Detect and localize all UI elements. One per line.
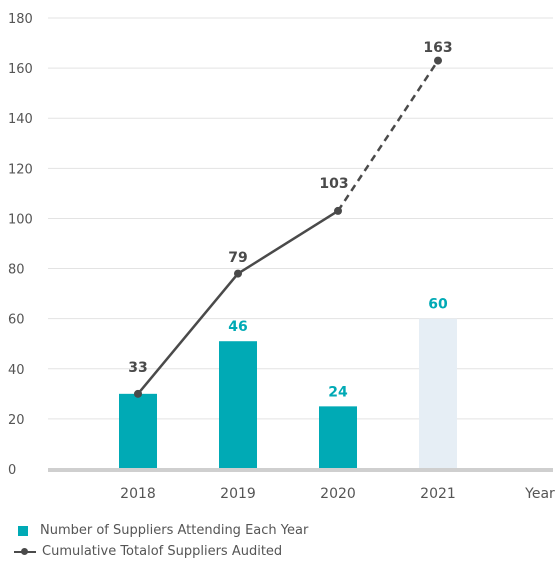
x-tick-label: 2019 [220, 486, 256, 502]
line-data-label: 79 [228, 250, 247, 266]
y-tick-label: 100 [8, 212, 33, 227]
x-tick-label: 2018 [120, 486, 156, 502]
y-tick-label: 20 [8, 413, 25, 428]
bar [319, 406, 357, 469]
y-tick-label: 80 [8, 263, 25, 278]
x-tick-label: 2021 [420, 486, 456, 502]
line-point [334, 206, 342, 215]
line-segment [336, 59, 440, 212]
legend-line-label: Cumulative Totalof Suppliers Audited [42, 544, 283, 559]
bar [419, 318, 457, 469]
y-tick-label: 0 [8, 463, 16, 478]
y-tick-label: 160 [8, 62, 33, 77]
bar [219, 341, 257, 469]
y-tick-label: 40 [8, 363, 25, 378]
bar [119, 393, 157, 469]
legend-line-swatch [14, 547, 36, 557]
line-data-label: 103 [319, 176, 348, 192]
legend-bar-swatch [18, 525, 28, 536]
y-tick-label: 140 [8, 112, 33, 127]
x-tick-label: 2020 [320, 486, 356, 502]
line-point [234, 269, 242, 278]
line-segment [137, 272, 239, 395]
line-data-label: 163 [423, 40, 452, 56]
bar-data-label: 33 [128, 360, 147, 376]
legend-item-bars: Number of Suppliers Attending Each Year [18, 523, 308, 538]
line-point [134, 389, 142, 398]
x-axis-end-label: Year [524, 486, 555, 502]
y-tick-label: 60 [8, 313, 25, 328]
y-tick-label: 180 [8, 12, 33, 27]
x-axis-line [48, 468, 553, 472]
line-segment [237, 209, 339, 275]
bar-data-label: 60 [428, 297, 448, 313]
bar-data-label: 24 [328, 384, 348, 400]
bar-data-label: 46 [228, 319, 247, 335]
line-point [434, 56, 442, 65]
legend-bar-label: Number of Suppliers Attending Each Year [40, 523, 309, 538]
y-tick-label: 120 [8, 162, 33, 177]
legend-item-line: Cumulative Totalof Suppliers Audited [14, 544, 282, 559]
